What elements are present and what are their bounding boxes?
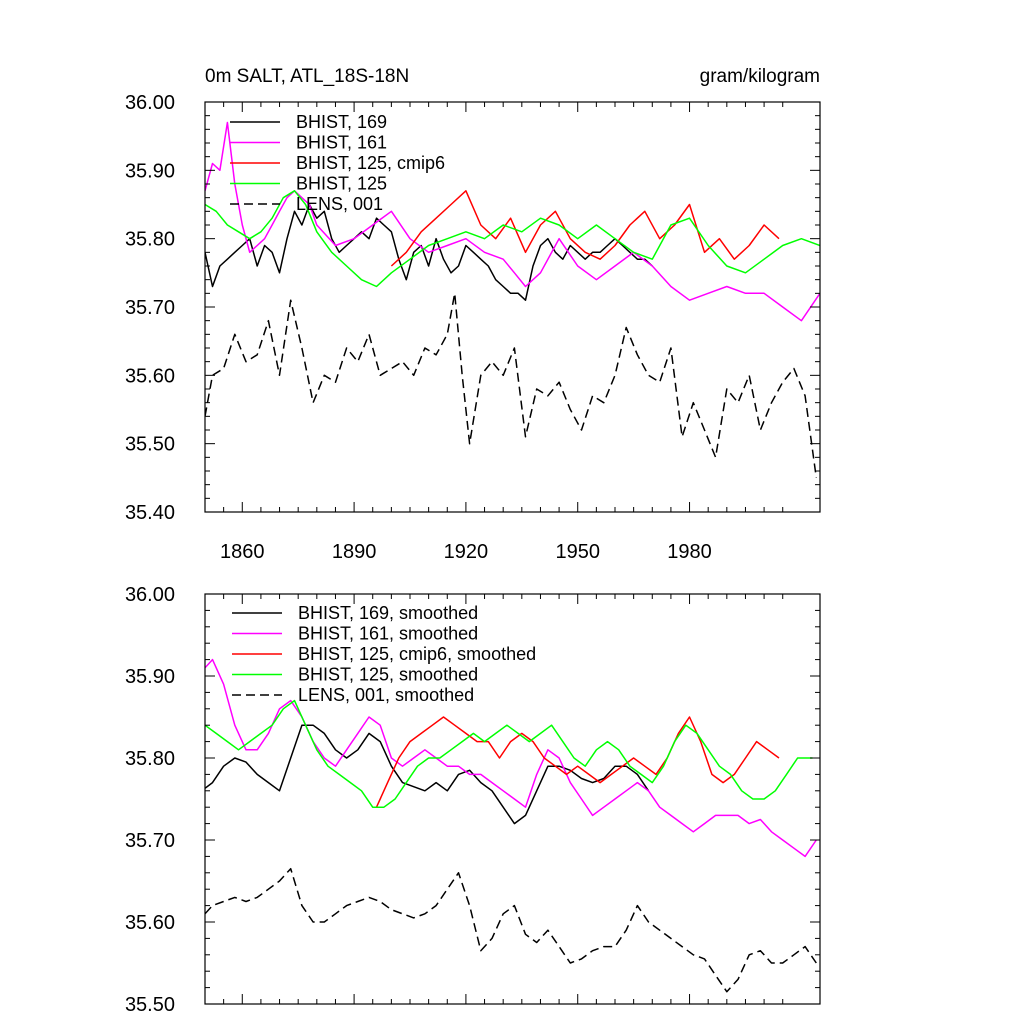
y-tick-label: 36.00	[125, 92, 175, 114]
chart-units: gram/kilogram	[700, 66, 820, 87]
legend-label-1: BHIST, 161, smoothed	[298, 624, 478, 644]
series-line-0	[205, 724, 650, 825]
series-line-1	[205, 658, 817, 858]
x-tick-label: 1860	[220, 541, 265, 563]
chart-title: 0m SALT, ATL_18S-18N	[205, 66, 409, 87]
series-line-4	[205, 292, 818, 478]
y-tick-label: 35.50	[125, 434, 175, 456]
x-tick-label: 1920	[444, 541, 489, 563]
legend-label-1: BHIST, 161	[296, 133, 387, 153]
legend-label-2: BHIST, 125, cmip6, smoothed	[298, 644, 536, 664]
series-line-4	[205, 867, 817, 993]
y-tick-label: 36.00	[125, 584, 175, 606]
y-tick-label: 35.70	[125, 297, 175, 319]
x-tick-label: 1950	[555, 541, 600, 563]
series-line-0	[205, 203, 653, 301]
chart-panel-top: 35.40 35.50 35.60 35.70 35.80 35.90 36.00 1860 1…	[125, 92, 821, 563]
y-tick-label: 35.90	[125, 160, 175, 182]
series-line-1	[205, 121, 820, 322]
y-tick-label: 35.60	[125, 912, 175, 934]
x-tick-label: 1980	[667, 541, 712, 563]
y-tick-label: 35.50	[125, 994, 175, 1016]
series-line-3	[205, 699, 813, 808]
series-group	[205, 121, 820, 478]
chart-panel-bottom: 35.50 35.60 35.70 35.80 35.90 36.00 BHIST, 169…	[125, 584, 821, 1016]
y-tick-label: 35.90	[125, 666, 175, 688]
series-group	[205, 658, 817, 993]
x-tick-label: 1890	[332, 541, 377, 563]
series-line-2	[375, 716, 780, 808]
legend-label-3: BHIST, 125	[296, 174, 387, 194]
plot-frame	[204, 593, 821, 1005]
y-tick-label: 35.80	[125, 229, 175, 251]
y-tick-label: 35.70	[125, 830, 175, 852]
series-line-2	[390, 190, 780, 267]
legend-label-3: BHIST, 125, smoothed	[298, 665, 478, 685]
legend-label-4: LENS, 001	[296, 194, 383, 214]
legend-label-0: BHIST, 169, smoothed	[298, 603, 478, 623]
legend-label-2: BHIST, 125, cmip6	[296, 153, 445, 173]
y-tick-label: 35.60	[125, 365, 175, 387]
y-tick-label: 35.80	[125, 748, 175, 770]
legend-label-0: BHIST, 169	[296, 112, 387, 132]
y-tick-label: 35.40	[125, 502, 175, 524]
legend-label-4: LENS, 001, smoothed	[298, 685, 474, 705]
series-line-3	[205, 190, 820, 288]
